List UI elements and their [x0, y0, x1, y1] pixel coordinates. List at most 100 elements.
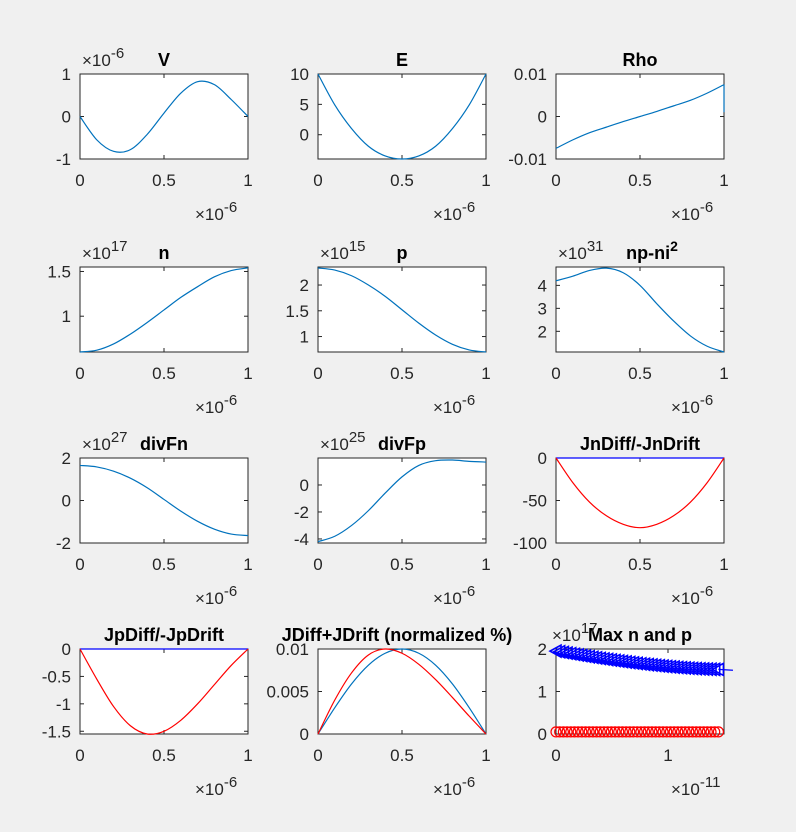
axes-box: [317, 648, 487, 735]
x-tick-label: 0.5: [152, 364, 176, 383]
subplot-title: V: [158, 50, 170, 70]
series-line-1: [555, 267, 725, 353]
scatter-point: [614, 654, 629, 669]
y-tick-label: 0.01: [276, 640, 309, 659]
x-tick-label: 1: [663, 746, 672, 765]
x-tick-label: 1: [481, 364, 490, 383]
subplot-6: 0 0.5 1 2 3 4 np-ni2 ×1031 ×10-6: [538, 238, 729, 417]
y-tick-label: 1.5: [47, 262, 71, 281]
subplot-title: np-ni2: [626, 238, 678, 263]
y-exponent-label: ×1017: [552, 620, 598, 645]
subplot-title: divFn: [140, 434, 188, 454]
x-tick-label: 0: [313, 746, 322, 765]
y-tick-label: 3: [538, 299, 547, 318]
scatter-point: [690, 726, 702, 738]
y-tick-label: 0: [300, 725, 309, 744]
x-exponent-label: ×10-6: [195, 392, 237, 417]
axes-box: [555, 266, 725, 353]
scatter-point: [701, 726, 713, 738]
scatter-point: [651, 658, 666, 674]
scatter-point: [603, 652, 618, 668]
subplot-title: JnDiff/-JnDrift: [580, 434, 700, 454]
scatter-point: [618, 654, 632, 670]
x-tick-label: 0.5: [628, 171, 652, 190]
scatter-point: [694, 726, 706, 738]
scatter-point: [661, 726, 673, 738]
scatter-point: [594, 726, 606, 738]
y-tick-label: 1: [62, 307, 71, 326]
scatter-point: [568, 726, 581, 738]
y-tick-label: 0.01: [514, 65, 547, 84]
y-tick-label: 0: [538, 725, 547, 744]
x-tick-label: 1: [719, 555, 728, 574]
scatter-point: [662, 659, 677, 675]
y-tick-label: 0: [62, 108, 71, 127]
x-tick-label: 1: [719, 364, 728, 383]
scatter-point: [590, 726, 603, 738]
scatter-point: [653, 726, 665, 738]
x-tick-label: 1: [481, 555, 490, 574]
series-line-1: [79, 80, 249, 153]
y-exponent-label: ×1025: [320, 429, 366, 454]
scatter-point: [636, 656, 651, 672]
scatter-tail-line: [718, 668, 733, 671]
series-line-1: [317, 648, 487, 735]
subplot-12: 0 1 0 1 2 Max n and p×1017 ×10-11: [538, 620, 733, 799]
scatter-point: [657, 726, 669, 738]
subplot-title: JpDiff/-JpDrift: [104, 625, 224, 645]
y-tick-label: -2: [294, 503, 309, 522]
y-tick-label: 0.005: [266, 683, 309, 702]
scatter-point: [622, 655, 636, 670]
x-tick-label: 0.5: [628, 555, 652, 574]
x-tick-label: 0: [313, 364, 322, 383]
y-tick-label: -0.01: [508, 150, 547, 169]
x-tick-label: 1: [243, 746, 252, 765]
x-tick-label: 1: [243, 555, 252, 574]
x-exponent-label: ×10-6: [433, 199, 475, 224]
x-tick-label: 0.5: [390, 555, 414, 574]
subplot-title: divFp: [378, 434, 426, 454]
y-tick-label: 1.5: [285, 302, 309, 321]
subplot-title: n: [159, 243, 170, 263]
x-tick-label: 0: [551, 364, 560, 383]
subplot-title: p: [397, 243, 408, 263]
y-exponent-label: ×10-6: [82, 45, 124, 70]
series-line-1: [79, 464, 249, 537]
x-exponent-label: ×10-6: [195, 774, 237, 799]
scatter-point: [625, 655, 640, 671]
scatter-point: [557, 726, 569, 738]
scatter-point: [644, 657, 658, 673]
y-tick-label: -4: [294, 530, 309, 549]
x-tick-label: 0: [75, 746, 84, 765]
scatter-point: [602, 726, 614, 738]
scatter-point: [613, 726, 625, 738]
y-tick-label: 0: [300, 126, 309, 145]
scatter-point: [655, 658, 669, 674]
x-tick-label: 0.5: [152, 555, 176, 574]
x-tick-label: 1: [243, 364, 252, 383]
x-tick-label: 0.5: [628, 364, 652, 383]
y-tick-label: 2: [538, 640, 547, 659]
axes-box: [317, 266, 487, 353]
scatter-point: [705, 726, 717, 738]
subplot-title: JDiff+JDrift (normalized %): [282, 625, 513, 645]
scatter-point: [583, 726, 595, 738]
scatter-point: [624, 726, 636, 738]
y-tick-label: 10: [290, 65, 309, 84]
y-tick-label: -1: [56, 150, 71, 169]
scatter-point: [600, 652, 614, 667]
series-line-1: [317, 459, 487, 543]
scatter-point: [709, 726, 721, 738]
series-line-2: [555, 457, 725, 529]
axes-box: [317, 457, 487, 544]
y-tick-label: 4: [538, 276, 547, 295]
scatter-point: [672, 726, 684, 738]
subplot-title: Rho: [623, 50, 658, 70]
scatter-point: [579, 726, 592, 738]
scatter-point: [572, 726, 584, 738]
scatter-point: [598, 726, 610, 738]
axes-box: [79, 648, 249, 735]
scatter-point: [659, 659, 673, 674]
